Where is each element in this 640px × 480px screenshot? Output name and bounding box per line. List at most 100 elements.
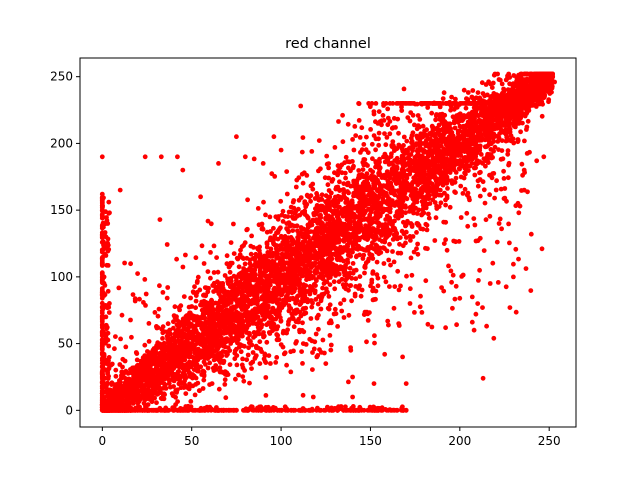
scatter-point — [376, 250, 382, 256]
scatter-point — [309, 304, 315, 310]
scatter-point — [520, 120, 525, 126]
scatter-point — [192, 284, 197, 290]
scatter-point — [280, 208, 286, 214]
scatter-point — [482, 93, 487, 99]
scatter-point — [177, 362, 183, 368]
scatter-point — [326, 188, 332, 193]
scatter-point — [542, 92, 547, 98]
scatter-point — [358, 224, 364, 230]
scatter-point — [359, 206, 365, 212]
scatter-point — [386, 257, 392, 263]
scatter-point — [394, 232, 399, 237]
scatter-point — [227, 269, 233, 275]
scatter-point — [264, 229, 270, 235]
scatter-point — [346, 190, 351, 196]
scatter-point — [528, 92, 533, 97]
scatter-point — [389, 143, 395, 148]
scatter-point — [382, 131, 387, 137]
scatter-point — [429, 123, 435, 129]
scatter-point — [192, 392, 198, 398]
scatter-point — [249, 366, 254, 371]
scatter-point — [339, 308, 345, 314]
scatter-point — [388, 154, 394, 160]
scatter-point — [271, 259, 277, 265]
scatter-point — [417, 117, 423, 122]
scatter-point — [402, 203, 408, 209]
scatter-point — [323, 286, 329, 292]
scatter-point — [334, 208, 340, 214]
scatter-point — [495, 110, 501, 115]
scatter-point — [410, 191, 416, 197]
scatter-point — [524, 106, 530, 112]
scatter-point — [539, 113, 545, 119]
scatter-point — [295, 235, 300, 240]
scatter-point — [461, 87, 467, 93]
scatter-point — [237, 342, 242, 348]
scatter-point — [418, 226, 424, 232]
scatter-point — [423, 143, 429, 149]
scatter-point — [230, 306, 235, 312]
scatter-point — [403, 235, 409, 240]
scatter-point — [453, 175, 459, 181]
scatter-point — [430, 197, 436, 203]
scatter-point — [474, 134, 480, 139]
scatter-point — [507, 81, 512, 87]
scatter-point — [335, 200, 341, 206]
scatter-point — [362, 265, 368, 270]
scatter-point — [441, 136, 447, 142]
scatter-point — [280, 219, 286, 224]
scatter-point — [356, 172, 362, 178]
scatter-point — [367, 220, 373, 226]
scatter-point — [477, 95, 483, 101]
scatter-point — [313, 297, 319, 302]
scatter-point — [205, 269, 211, 274]
scatter-point — [473, 95, 479, 101]
scatter-point — [397, 208, 402, 213]
scatter-point — [250, 350, 256, 355]
scatter-point — [437, 167, 442, 172]
scatter-point — [332, 145, 338, 150]
scatter-point — [134, 351, 140, 356]
scatter-point — [223, 395, 229, 401]
scatter-point — [398, 187, 404, 193]
scatter-point — [264, 339, 270, 345]
scatter-point — [479, 80, 485, 86]
scatter-point — [384, 135, 390, 140]
scatter-point — [290, 228, 296, 234]
scatter-point — [261, 316, 267, 322]
scatter-point — [215, 269, 221, 275]
scatter-point — [146, 339, 152, 344]
scatter-point — [353, 235, 359, 241]
scatter-point — [330, 232, 336, 238]
scatter-point — [464, 96, 469, 102]
scatter-point — [357, 210, 363, 216]
scatter-point — [489, 85, 495, 90]
scatter-point — [471, 127, 476, 133]
scatter-point — [475, 183, 481, 189]
scatter-point — [382, 175, 388, 181]
scatter-point — [247, 257, 253, 263]
scatter-point — [420, 206, 426, 212]
scatter-point — [396, 130, 401, 136]
scatter-point — [193, 298, 199, 304]
scatter-point — [401, 86, 407, 92]
scatter-point — [134, 357, 140, 363]
scatter-point — [387, 241, 392, 247]
scatter-point — [369, 252, 375, 258]
scatter-point — [262, 300, 267, 306]
scatter-point — [429, 110, 435, 116]
scatter-point — [398, 250, 404, 256]
scatter-point — [207, 360, 213, 366]
scatter-point — [201, 377, 207, 383]
scatter-point — [488, 81, 494, 87]
scatter-point — [373, 119, 378, 125]
scatter-point — [193, 375, 199, 381]
scatter-point — [303, 273, 309, 279]
scatter-point — [376, 170, 382, 175]
scatter-point — [168, 384, 173, 390]
scatter-point — [452, 125, 458, 131]
scatter-point — [373, 242, 379, 248]
scatter-point — [113, 373, 119, 379]
scatter-point — [491, 72, 497, 78]
scatter-point — [241, 284, 247, 289]
